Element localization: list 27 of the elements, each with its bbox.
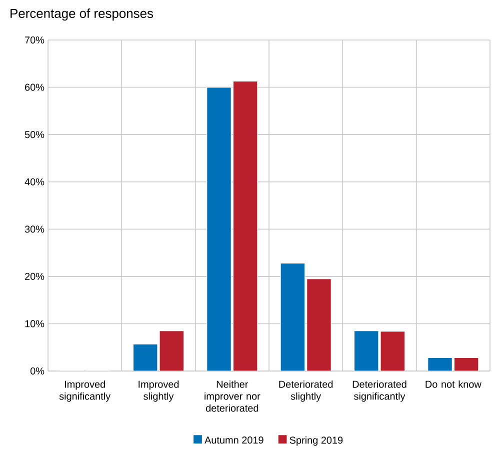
x-tick-label: Do not know	[426, 380, 482, 388]
bar	[380, 331, 405, 371]
bar	[428, 357, 452, 371]
y-tick-label: 60%	[25, 84, 44, 91]
x-tick-label: Neither improver nor deteriorated	[204, 380, 260, 412]
legend-label: Spring 2019	[290, 436, 343, 446]
bar	[354, 330, 379, 371]
x-tick-label: Improved slightly	[138, 380, 179, 402]
bar	[133, 344, 158, 371]
bar	[454, 357, 479, 371]
x-tick-label: Deteriorated significantly	[352, 380, 406, 402]
y-tick-label: 30%	[24, 226, 44, 233]
bar	[160, 330, 184, 371]
y-axis-title: Percentage of responses	[10, 8, 154, 21]
x-tick-label: Deteriorated slightly	[279, 380, 333, 402]
bar	[233, 81, 258, 371]
y-tick-label: 0%	[30, 367, 44, 374]
x-tick-label: Improved significantly	[59, 380, 111, 402]
y-tick-label: 70%	[25, 36, 44, 44]
y-tick-label: 50%	[24, 131, 44, 138]
legend-label: Autumn 2019	[204, 436, 264, 444]
y-tick-label: 10%	[25, 320, 44, 328]
bar	[206, 87, 232, 371]
y-tick-label: 40%	[24, 178, 44, 186]
bar	[280, 263, 305, 371]
y-tick-label: 20%	[25, 272, 44, 280]
bar	[306, 278, 332, 371]
